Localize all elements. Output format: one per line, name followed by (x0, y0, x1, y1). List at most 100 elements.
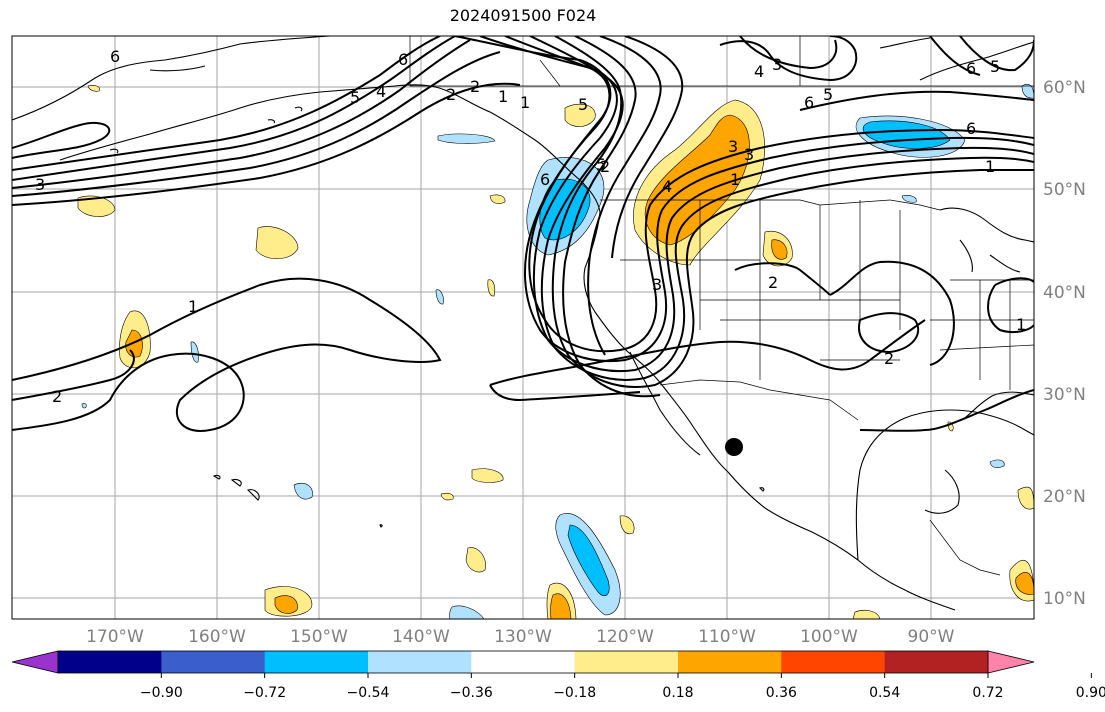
colorbar-segment (781, 651, 886, 673)
negative-anomaly-area (190, 341, 199, 363)
contour-label: 1 (985, 157, 995, 176)
contour-label: 3 (728, 137, 738, 156)
map-frame (11, 35, 1035, 620)
colorbar: −0.90 −0.72 −0.54 −0.36 −0.18 0.18 0.36 0.54 0.7… (11, 650, 1105, 701)
coastlines (12, 36, 1034, 611)
contour-label: 6 (110, 47, 120, 66)
lon-label: 130°W (494, 627, 552, 647)
negative-anomaly-area (293, 482, 313, 500)
contour-label: 6 (804, 93, 814, 112)
contour-label: 2 (446, 85, 456, 104)
contour-labels: 6 5 4 3 2 1 1 2 3 4 5 6 1 1 2 2 3 6 5 6 … (35, 47, 1026, 406)
lon-label: 100°W (800, 627, 858, 647)
contour-label: 4 (754, 62, 764, 81)
negative-anomaly-area (437, 133, 496, 144)
colorbar-tick-label: 0.90 (1076, 685, 1105, 701)
contour-label: 6 (398, 50, 408, 69)
lon-label: 90°W (908, 627, 955, 647)
contour-label: 3 (772, 55, 782, 74)
latitude-labels: 60°N 50°N 40°N 30°N 20°N 10°N (1043, 78, 1086, 609)
colorbar-tick-label: −0.54 (347, 685, 390, 701)
positive-anomaly-area (255, 226, 299, 260)
colorbar-segment (58, 651, 162, 673)
colorbar-tick-label: 0.18 (662, 685, 693, 701)
positive-anomaly-area (489, 194, 506, 204)
lat-label: 20°N (1043, 487, 1086, 507)
longitude-labels: 170°W 160°W 150°W 140°W 130°W 120°W 110°… (86, 627, 955, 647)
positive-anomaly-area (471, 468, 504, 483)
contour-label: 6 (966, 119, 976, 138)
contour-label: 1 (730, 170, 740, 189)
colorbar-segment (368, 651, 472, 673)
contour-label: 1 (520, 93, 530, 112)
colorbar-tick-label: 0.54 (869, 685, 900, 701)
positive-anomaly-core (771, 239, 788, 260)
positive-anomaly-area (440, 492, 454, 501)
contour-label: 5 (596, 155, 606, 174)
lat-label: 10°N (1043, 589, 1086, 609)
positive-anomaly-area (77, 195, 116, 217)
colorbar-segment (161, 651, 266, 673)
negative-anomaly-core (567, 524, 610, 596)
positive-anomaly-area (564, 103, 596, 127)
negative-anomaly-area (901, 195, 917, 203)
contour-label: 6 (966, 59, 976, 78)
lat-label: 40°N (1043, 283, 1086, 303)
colorbar-tick-label: −0.18 (553, 685, 596, 701)
contour-label: 2 (470, 77, 480, 96)
colorbar-tick-label: 0.72 (972, 685, 1003, 701)
negative-anomaly-area (81, 403, 87, 409)
contour-label: 2 (52, 387, 62, 406)
positive-anomaly-area (852, 609, 881, 619)
plot-title: 2024091500 F024 (449, 6, 597, 25)
lon-label: 140°W (392, 627, 450, 647)
contour-label: 3 (744, 145, 754, 164)
contour-label: 5 (578, 95, 588, 114)
lon-label: 170°W (86, 627, 144, 647)
contour-label: 5 (350, 88, 360, 107)
colorbar-tick-label: −0.36 (450, 685, 493, 701)
contour-label: 3 (35, 175, 45, 194)
colorbar-extend-high (987, 650, 1035, 674)
map-panel (12, 36, 1034, 619)
negative-anomaly-area (1021, 83, 1034, 99)
contour-label: 3 (652, 275, 662, 294)
colorbar-tick-label: 0.36 (766, 685, 797, 701)
positive-anomaly-core (274, 595, 298, 614)
contour-label: 1 (1016, 315, 1026, 334)
positive-anomaly-area (487, 279, 496, 297)
contour-label: 5 (823, 85, 833, 104)
negative-anomaly-area (989, 459, 1005, 468)
colorbar-tick-label: −0.90 (140, 685, 183, 701)
colorbar-segment (574, 651, 679, 673)
negative-anomaly-area (449, 605, 485, 619)
contour-label: 5 (990, 57, 1000, 76)
contour-label: 1 (498, 87, 508, 106)
negative-anomaly-area (435, 289, 444, 305)
contour-label: 4 (376, 82, 386, 101)
lat-label: 60°N (1043, 78, 1086, 98)
contour-label: 6 (540, 170, 550, 189)
positive-anomaly-core (1015, 572, 1034, 595)
lat-label: 30°N (1043, 385, 1086, 405)
contour-label: 1 (188, 297, 198, 316)
colorbar-segment (471, 651, 576, 673)
positive-anomaly-area (465, 547, 486, 573)
positive-anomaly-area (619, 515, 635, 535)
borders (409, 36, 1034, 576)
colorbar-tick-label: −0.72 (243, 685, 286, 701)
contour-label: 4 (662, 177, 672, 196)
colorbar-extend-low (11, 650, 59, 674)
positive-anomaly-core (550, 593, 572, 619)
colorbar-segment (678, 651, 782, 673)
positive-anomaly-area (87, 85, 100, 92)
contour-label: 2 (768, 273, 778, 292)
lon-label: 120°W (596, 627, 654, 647)
colorbar-segment (264, 651, 369, 673)
location-marker (725, 438, 743, 456)
lon-label: 110°W (698, 627, 756, 647)
height-contours (12, 36, 1034, 432)
colorbar-frame (57, 650, 989, 674)
colorbar-segment (884, 651, 989, 673)
